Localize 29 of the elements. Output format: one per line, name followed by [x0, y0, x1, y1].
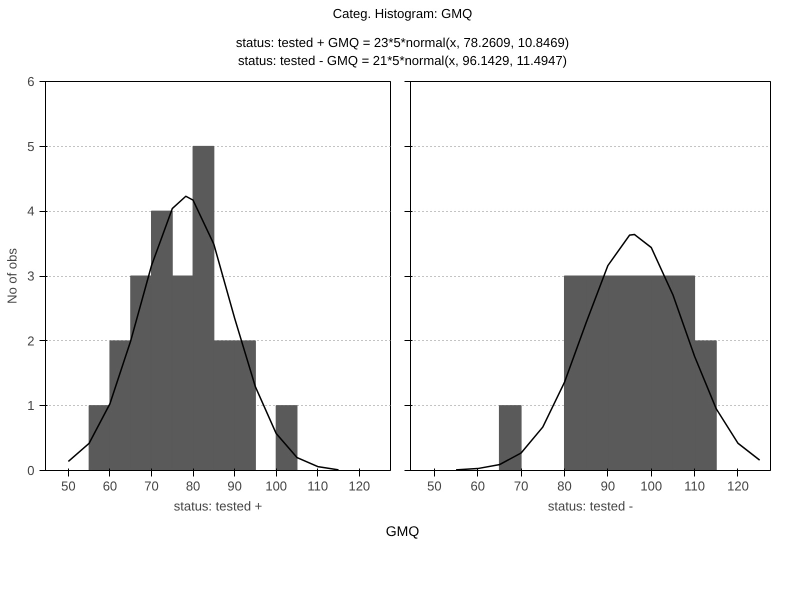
x-tick-label: 110 — [684, 478, 705, 494]
x-tick-label: 90 — [227, 478, 242, 494]
chart-title: Categ. Histogram: GMQ — [332, 5, 472, 23]
x-tick-label: 100 — [640, 478, 662, 494]
y-axis-title: No of obs — [4, 247, 20, 304]
x-tick-label: 90 — [600, 478, 616, 494]
x-tick-label: 70 — [514, 478, 528, 494]
x-tick-label: 70 — [144, 478, 159, 494]
x-tick-label: 120 — [727, 478, 749, 494]
x-tick-label: 60 — [102, 478, 118, 494]
x-tick-label: 120 — [348, 478, 370, 494]
x-tick-label: 50 — [61, 478, 76, 494]
y-tick-label: 0 — [27, 462, 35, 478]
y-tick-label: 1 — [27, 398, 35, 413]
y-tick-label: 6 — [27, 74, 35, 89]
x-tick-label: 50 — [427, 478, 442, 494]
chart-subtitle: status: tested + GMQ = 23*5*normal(x, 78.2609, 10.8469) status: tested - GMQ = 21*5*normal(x, 96.1429, 11.4947) — [236, 34, 570, 70]
y-tick-label: 3 — [27, 268, 35, 284]
x-tick-label: 60 — [470, 478, 485, 494]
y-tick-label: 4 — [27, 203, 35, 218]
x-tick-label: 80 — [186, 478, 200, 494]
text: GMQ — [386, 522, 420, 541]
x-tick-label: 80 — [557, 478, 572, 494]
x-tick-label: 100 — [265, 478, 288, 494]
y-tick-label: 2 — [27, 333, 35, 348]
y-tick-label: 5 — [27, 138, 35, 154]
x-tick-label: 110 — [307, 478, 328, 494]
x-axis-title: status: tested - — [548, 498, 634, 514]
x-axis-title: status: tested + — [174, 498, 262, 514]
